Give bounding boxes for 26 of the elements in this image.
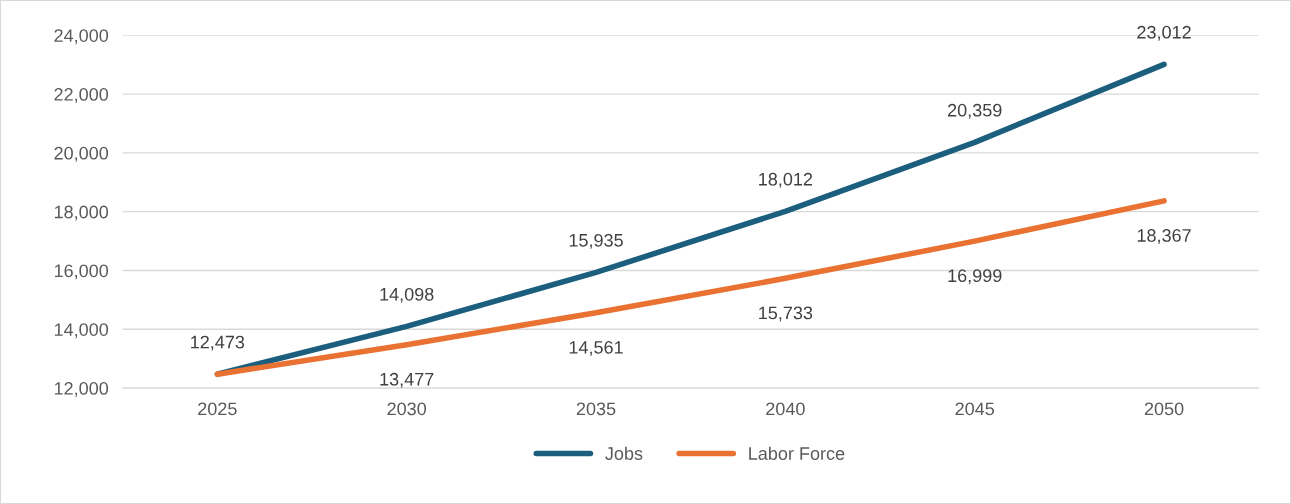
- data-label: 15,733: [759, 306, 813, 322]
- data-label: 18,012: [759, 172, 813, 188]
- x-tick-label: 2025: [198, 402, 237, 416]
- y-tick-label: 20,000: [54, 146, 109, 162]
- legend-label: Labor Force: [749, 446, 845, 460]
- data-label: 14,098: [380, 287, 434, 303]
- x-tick-label: 2050: [1144, 402, 1184, 416]
- y-tick-label: 22,000: [54, 88, 109, 103]
- x-tick-label: 2040: [766, 402, 805, 416]
- y-tick-label: 14,000: [54, 323, 109, 339]
- y-tick-label: 16,000: [54, 264, 109, 280]
- data-label: 20,359: [948, 103, 1002, 119]
- x-tick-label: 2030: [387, 402, 427, 416]
- data-label: 12,473: [191, 335, 245, 351]
- y-tick-label: 18,000: [54, 205, 109, 221]
- data-label: 13,477: [380, 372, 434, 388]
- x-tick-label: 2045: [955, 402, 995, 416]
- data-label: 18,367: [1137, 229, 1191, 244]
- y-tick-label: 24,000: [54, 29, 109, 45]
- legend-label: Jobs: [605, 446, 643, 460]
- data-label: 15,935: [569, 233, 623, 249]
- y-tick-label: 12,000: [54, 382, 109, 397]
- data-label: 23,012: [1137, 25, 1191, 41]
- data-label: 14,561: [569, 340, 623, 356]
- x-tick-label: 2035: [576, 402, 616, 416]
- data-label: 16,999: [948, 269, 1002, 285]
